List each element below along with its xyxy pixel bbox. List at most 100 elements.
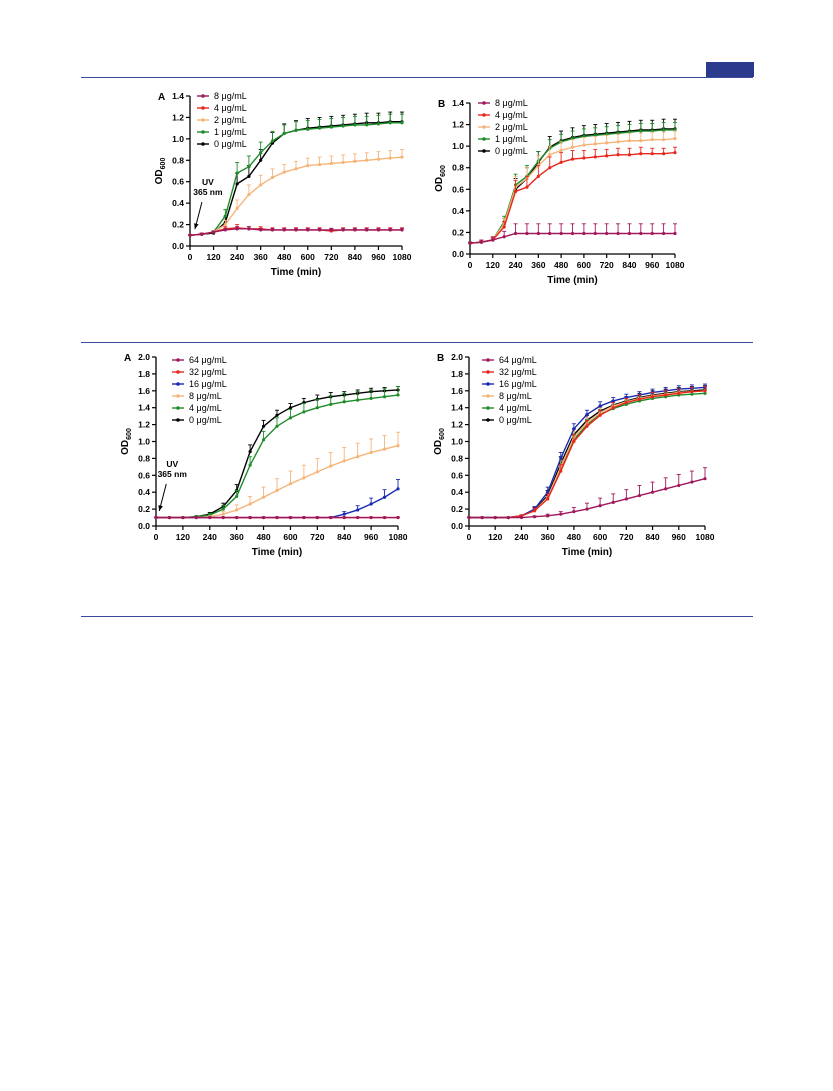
data-point: [221, 515, 225, 520]
data-point: [585, 424, 589, 428]
data-point: [369, 515, 373, 520]
data-point: [627, 139, 632, 143]
legend: 64 μg/mL 32 μg/mL 16 μg/mL 8 μg/mL 4 μg/mL 0 …: [482, 355, 537, 425]
legend-swatch-marker: [176, 370, 180, 374]
data-point: [396, 487, 400, 491]
legend-label: 16 μg/mL: [499, 379, 537, 389]
data-point: [637, 493, 642, 498]
data-point: [382, 495, 387, 499]
y-tick-label: 0.2: [138, 504, 150, 514]
data-point: [650, 490, 655, 494]
legend-label: 8 μg/mL: [214, 91, 247, 101]
y-tick-label: 0.4: [138, 487, 150, 497]
y-tick-label: 0.8: [452, 163, 464, 173]
data-point: [650, 138, 654, 142]
data-point: [369, 396, 373, 401]
legend-swatch-marker: [486, 382, 490, 386]
data-point: [616, 140, 620, 144]
y-tick-label: 1.0: [451, 437, 463, 447]
chart-fig2-panel-a: 0.0 0.2 0.4 0.6 0.8 1.0 1.2 1.4 1.6 1.8 2.0 0 120 240…: [118, 348, 413, 562]
data-point: [598, 404, 602, 408]
data-point: [637, 397, 642, 401]
data-point: [616, 153, 620, 157]
data-point: [593, 231, 597, 236]
data-point: [306, 164, 310, 168]
legend-item: 32 μg/mL: [172, 367, 227, 377]
data-point: [467, 515, 471, 520]
legend-label: 32 μg/mL: [189, 367, 227, 377]
data-point: [400, 121, 404, 125]
data-point: [513, 189, 518, 194]
data-point: [356, 508, 360, 512]
data-point: [639, 231, 643, 236]
data-point: [317, 228, 322, 232]
data-point: [223, 222, 227, 227]
y-tick-label: 0.6: [452, 184, 464, 194]
data-point: [388, 228, 392, 232]
y-tick-label: 0.4: [172, 198, 184, 208]
legend-label: 4 μg/mL: [495, 110, 528, 120]
panel-label: B: [438, 99, 445, 110]
y-tick-label: 0.4: [451, 487, 463, 497]
x-tick-label: 240: [514, 532, 528, 542]
data-point: [329, 228, 333, 232]
data-point: [353, 228, 357, 232]
y-tick-label: 1.2: [451, 420, 463, 430]
legend-swatch-marker: [482, 125, 486, 129]
data-point: [611, 406, 615, 410]
data-point: [605, 231, 609, 236]
data-point: [650, 231, 654, 236]
data-point: [294, 228, 298, 232]
legend-label: 32 μg/mL: [499, 367, 537, 377]
x-tick-label: 360: [230, 532, 244, 542]
y-tick-label: 0.0: [451, 521, 463, 531]
legend-item: 16 μg/mL: [482, 379, 537, 389]
legend-item: 1 μg/mL: [478, 134, 528, 144]
data-point: [376, 228, 381, 232]
data-point: [270, 175, 275, 180]
data-point: [259, 151, 263, 155]
legend: 8 μg/mL 4 μg/mL 2 μg/mL 1 μg/mL 0 μg/mL: [478, 98, 528, 156]
data-point: [248, 515, 252, 520]
data-point: [317, 126, 322, 130]
series: [188, 149, 404, 237]
data-point: [341, 124, 345, 128]
data-point: [525, 185, 529, 189]
data-point: [288, 515, 293, 520]
x-tick-label: 480: [256, 532, 270, 542]
data-point: [677, 391, 681, 395]
series-line: [156, 488, 399, 519]
y-tick-label: 2.0: [451, 352, 463, 362]
data-point: [342, 515, 346, 520]
y-axis-title-group: OD600: [154, 158, 167, 185]
y-axis-title: OD600: [120, 428, 133, 455]
data-point: [532, 515, 537, 519]
data-point: [329, 125, 333, 129]
x-axis-title: Time (min): [252, 547, 302, 558]
x-tick-label: 960: [672, 532, 686, 542]
axes: 0.0 0.2 0.4 0.6 0.8 1.0 1.2 1.4 0 120 240 360 480 600…: [172, 91, 412, 262]
chart-fig2-panel-b: 0.0 0.2 0.4 0.6 0.8 1.0 1.2 1.4 1.6 1.8 2.0 0 120 240…: [428, 348, 720, 562]
legend-label: 8 μg/mL: [189, 391, 222, 401]
x-tick-label: 0: [468, 260, 473, 270]
y-tick-label: 1.8: [138, 369, 150, 379]
legend-swatch-marker: [201, 142, 205, 146]
panel-label: A: [158, 92, 165, 103]
data-point: [282, 131, 286, 136]
data-point: [559, 160, 563, 164]
data-point: [382, 395, 387, 399]
legend-label: 4 μg/mL: [189, 403, 222, 413]
legend-swatch-marker: [176, 358, 180, 362]
data-point: [570, 145, 575, 149]
data-point: [315, 406, 319, 410]
x-tick-label: 600: [593, 532, 607, 542]
legend-label: 0 μg/mL: [189, 415, 222, 425]
data-point: [525, 231, 529, 236]
legend-label: 1 μg/mL: [214, 127, 247, 137]
data-point: [270, 228, 275, 232]
data-point: [502, 225, 506, 229]
y-tick-label: 0.6: [172, 177, 184, 187]
annotation-arrow-head: [194, 223, 199, 230]
data-point: [502, 235, 506, 239]
x-tick-label: 1080: [696, 532, 715, 542]
